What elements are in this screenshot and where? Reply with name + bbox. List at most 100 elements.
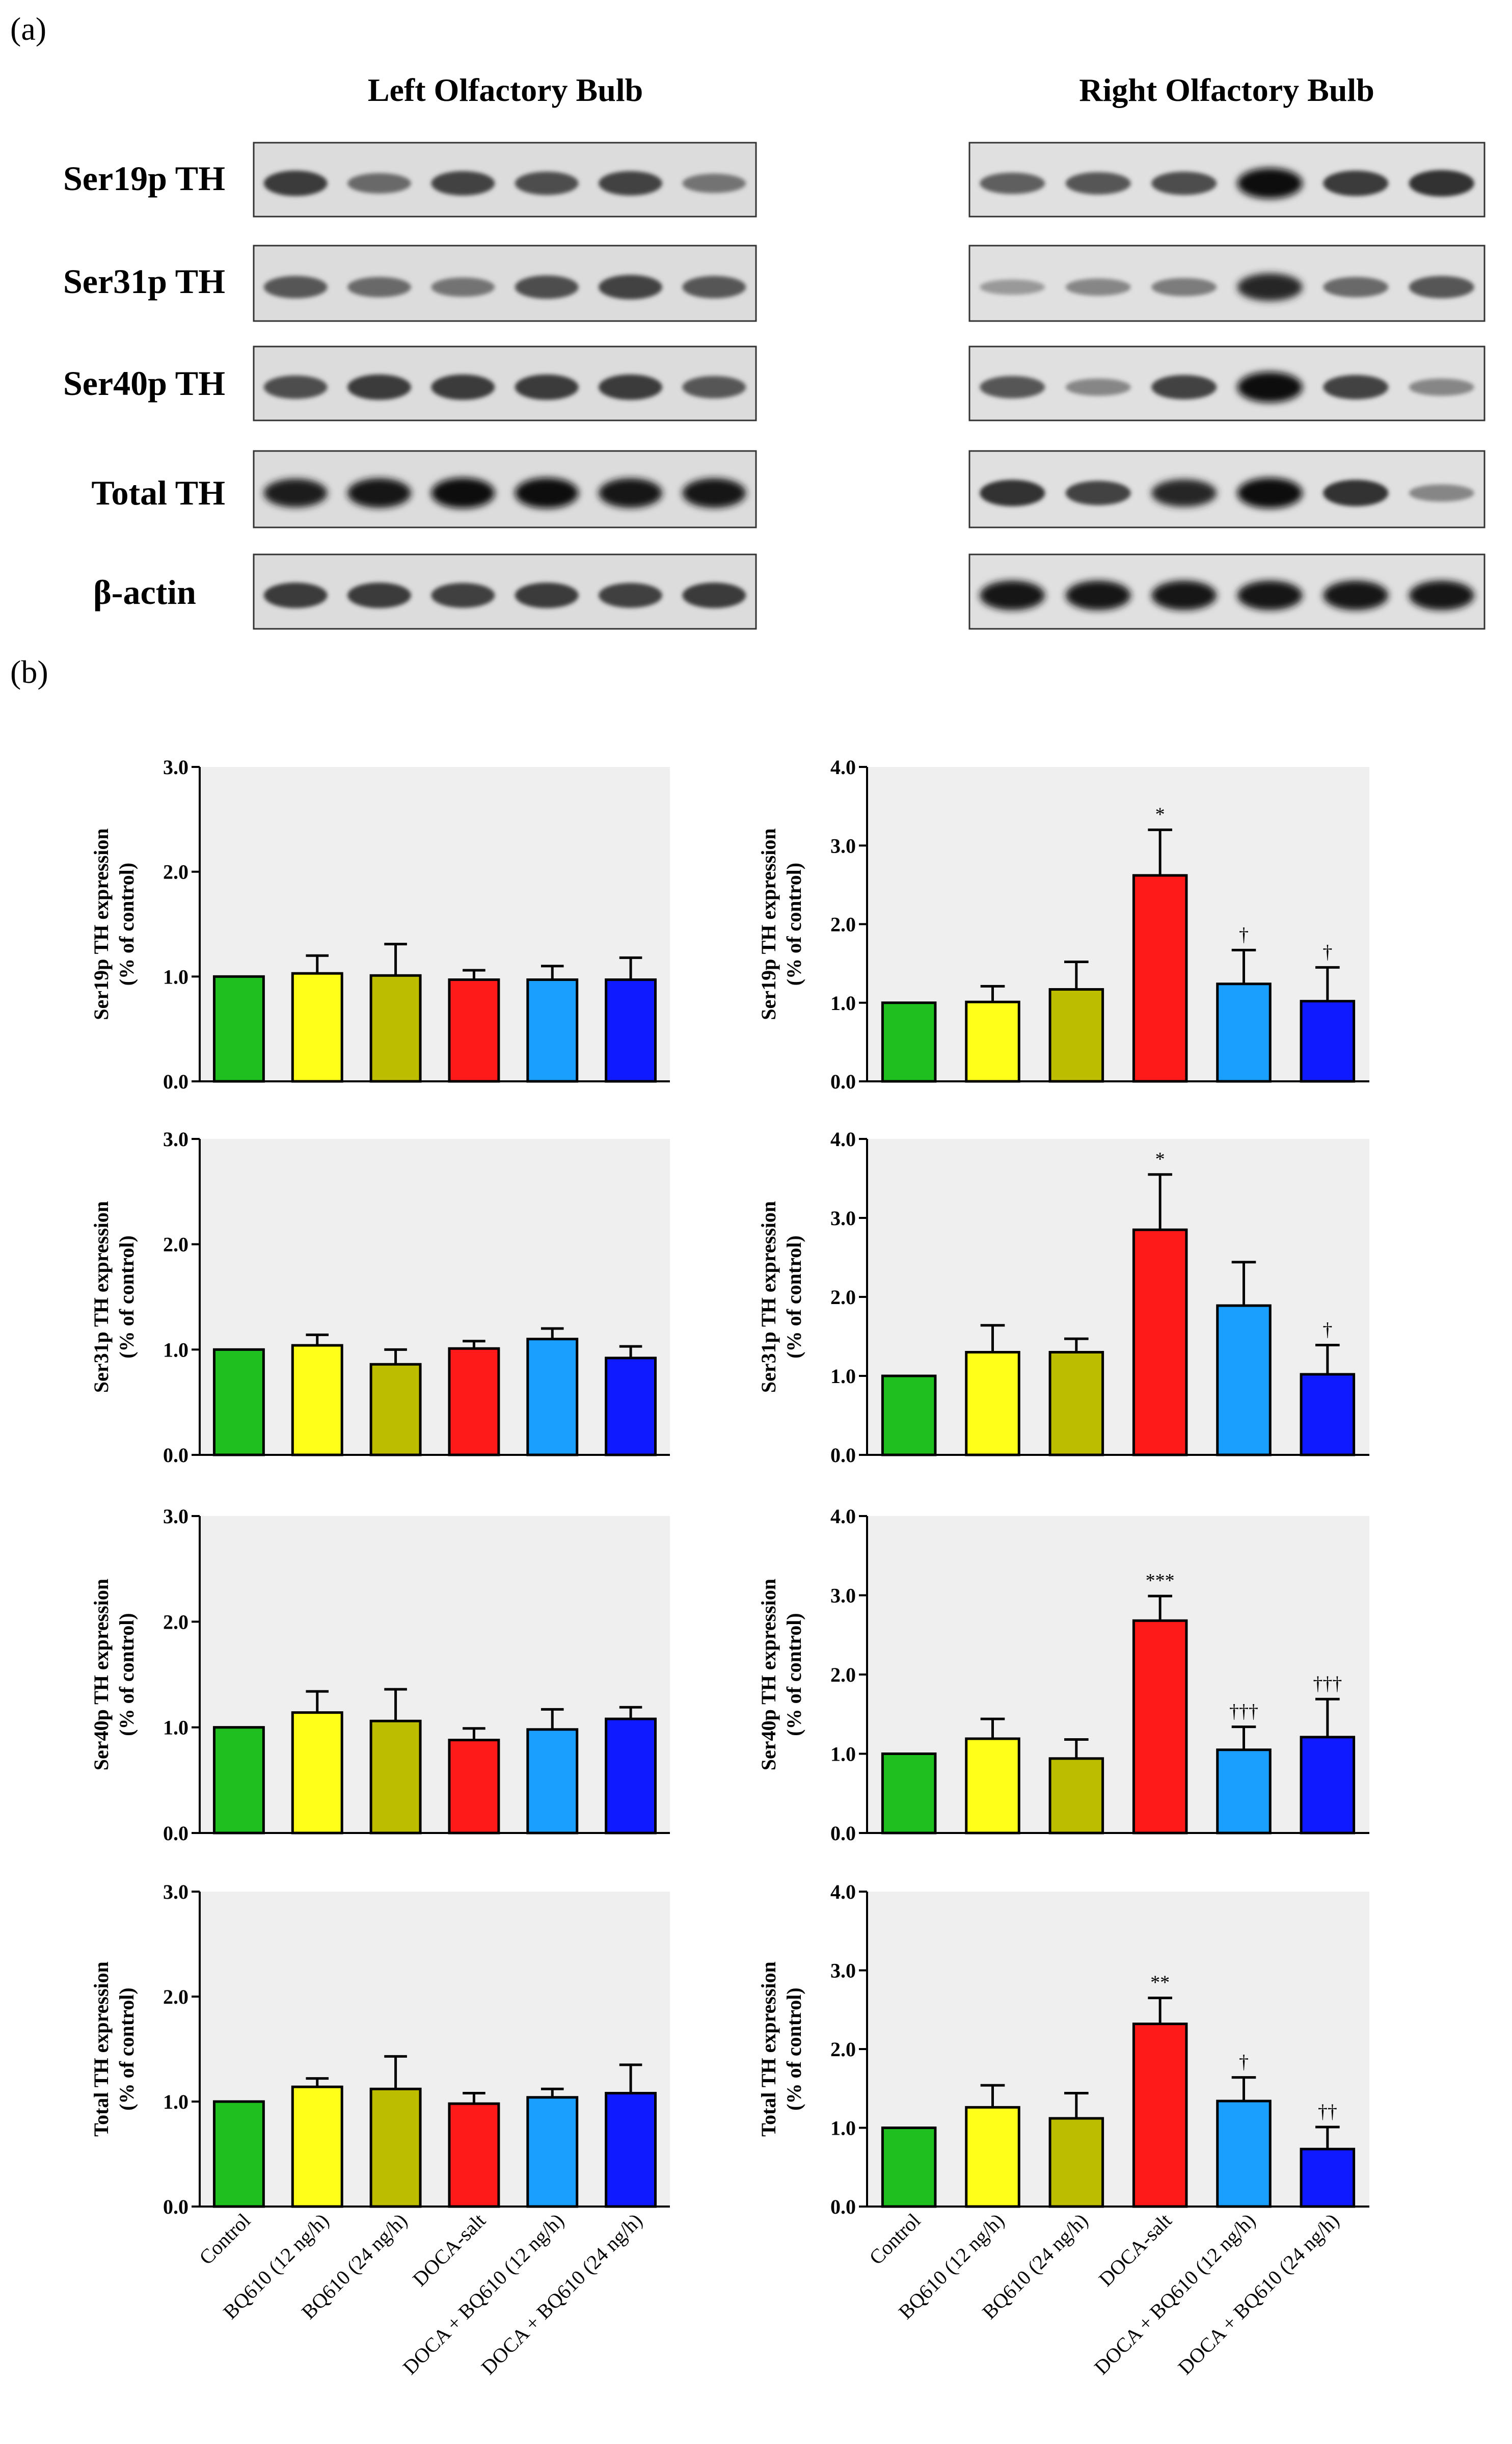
chart-right-3: 0.0 1.0 2.0 3.0 4.0 Ser40p TH expression (% of… xyxy=(757,1505,1369,1845)
blot-band xyxy=(1237,168,1303,199)
plot-background xyxy=(867,1516,1369,1833)
blot-band xyxy=(431,477,495,509)
panel-label-b: (b) xyxy=(10,654,48,690)
chart-right-4: 0.0 1.0 2.0 3.0 4.0 Total TH expression (% of … xyxy=(757,1880,1369,2379)
blot-panel xyxy=(253,450,757,528)
blot-band xyxy=(1065,481,1131,506)
bar-3 xyxy=(369,1719,422,1835)
bar-2 xyxy=(965,1737,1020,1835)
bar-2 xyxy=(965,1000,1020,1083)
plot-background xyxy=(200,1139,670,1455)
bar-3 xyxy=(369,974,422,1083)
blot-band xyxy=(1237,371,1303,403)
x-tick-label: DOCA + BQ610 (24 ng/h) xyxy=(477,2209,647,2379)
y-tick-label: 1.0 xyxy=(163,965,188,988)
bar-1 xyxy=(212,2100,265,2208)
blot-band xyxy=(1409,170,1474,197)
y-tick-label: 2.0 xyxy=(163,1985,188,2008)
blot-band xyxy=(431,374,495,400)
bar-5 xyxy=(526,1728,579,1835)
blot-band xyxy=(599,478,662,508)
blot-band xyxy=(599,582,662,608)
blot-band xyxy=(1151,171,1217,195)
significance-marker: ** xyxy=(1150,1972,1170,1994)
blot-panel xyxy=(253,553,757,630)
y-tick-label: 3.0 xyxy=(830,834,856,857)
y-tick-label: 0.0 xyxy=(830,2195,856,2218)
blot-panel xyxy=(253,142,757,218)
bar-3 xyxy=(1048,1351,1104,1456)
x-tick-label: Control xyxy=(865,2209,925,2269)
blot-band xyxy=(263,479,328,508)
bar-6 xyxy=(605,1357,657,1456)
blot-band xyxy=(347,173,411,194)
chart-left-4: 0.0 1.0 2.0 3.0 Total TH expression (% of con… xyxy=(90,1880,670,2379)
y-tick-label: 1.0 xyxy=(163,1338,188,1361)
y-tick-label: 2.0 xyxy=(163,861,188,884)
blot-band xyxy=(347,277,411,298)
y-tick-label: 4.0 xyxy=(830,1880,856,1903)
blot-band xyxy=(682,376,746,399)
bar-1 xyxy=(212,1726,265,1835)
blot-panel xyxy=(968,245,1486,322)
y-tick-label: 1.0 xyxy=(163,1716,188,1739)
blot-band xyxy=(1065,278,1131,296)
right-bulb-title: Right Olfactory Bulb xyxy=(1079,72,1374,108)
blot-band xyxy=(431,582,495,608)
blot-band xyxy=(1323,375,1389,400)
blot-band xyxy=(431,171,495,196)
bar-1 xyxy=(212,1348,265,1456)
bar-1 xyxy=(881,2127,937,2208)
blot-band xyxy=(347,478,411,508)
y-axis-label-units: (% of control) xyxy=(115,1235,138,1358)
bar-1 xyxy=(881,1374,937,1456)
blot-panel xyxy=(968,450,1486,528)
blot-band xyxy=(599,171,662,196)
y-axis-label: Ser40p TH expression xyxy=(757,1579,780,1770)
y-tick-label: 3.0 xyxy=(163,1505,188,1528)
blot-band xyxy=(1065,378,1131,396)
bar-6 xyxy=(605,978,657,1083)
y-axis-label: Ser19p TH expression xyxy=(90,828,113,1020)
significance-marker: † xyxy=(1322,1319,1332,1341)
significance-marker: * xyxy=(1155,1149,1165,1170)
blot-band xyxy=(515,477,579,509)
y-tick-label: 3.0 xyxy=(830,1207,856,1230)
bar-4 xyxy=(448,978,500,1083)
blot-band xyxy=(1323,277,1389,298)
y-tick-label: 1.0 xyxy=(163,2090,188,2113)
bar-4 xyxy=(448,1347,500,1456)
bar-4 xyxy=(448,1739,500,1835)
blot-band xyxy=(1409,580,1474,610)
blot-band xyxy=(980,580,1045,610)
y-tick-label: 2.0 xyxy=(163,1233,188,1256)
y-tick-label: 1.0 xyxy=(830,992,856,1015)
blot-panel xyxy=(253,346,757,421)
plot-background xyxy=(867,1892,1369,2207)
bar-4 xyxy=(1132,2023,1188,2208)
blot-label-ser19p: Ser19p TH xyxy=(63,159,225,198)
bar-5 xyxy=(526,1338,579,1456)
blot-band xyxy=(1237,580,1303,610)
blot-band xyxy=(515,582,579,608)
bar-5 xyxy=(1216,1304,1272,1456)
blot-band xyxy=(515,275,579,299)
blot-panel xyxy=(968,346,1486,421)
y-tick-label: 3.0 xyxy=(163,1128,188,1151)
blot-band xyxy=(980,172,1045,194)
blot-band xyxy=(1237,477,1303,509)
x-tick-label: DOCA-salt xyxy=(408,2209,490,2291)
y-tick-label: 0.0 xyxy=(163,1070,188,1093)
blot-band xyxy=(1409,276,1474,299)
y-axis-label: Ser40p TH expression xyxy=(90,1579,113,1770)
bar-6 xyxy=(1300,2147,1356,2208)
significance-marker: † xyxy=(1239,2052,1249,2073)
blot-band xyxy=(263,582,328,608)
blot-band xyxy=(1151,278,1217,297)
y-tick-label: 4.0 xyxy=(830,756,856,779)
plot-background xyxy=(200,1892,670,2207)
y-tick-label: 4.0 xyxy=(830,1505,856,1528)
blot-band xyxy=(1151,375,1217,400)
bar-2 xyxy=(291,2085,343,2208)
blot-band xyxy=(263,276,328,299)
